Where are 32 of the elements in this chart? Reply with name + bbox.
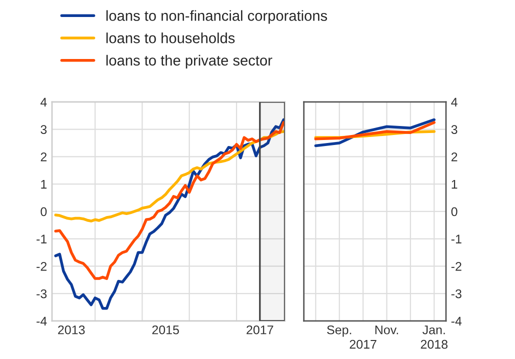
y-tick-label: -1 [36, 234, 47, 244]
legend-label: loans to households [106, 32, 235, 44]
x-tick-label: 2013 [58, 325, 85, 334]
legend-label: loans to non-financial corporations [106, 10, 328, 24]
y-tick-label: -1 [451, 234, 462, 244]
y-tick-label: -3 [36, 289, 47, 298]
x-tick-label: Nov. [375, 326, 398, 334]
y-tick-label: 0 [40, 207, 47, 216]
y-tick-label: 1 [41, 180, 47, 189]
y-tick-label: 0 [451, 207, 458, 216]
text: 2018 [420, 340, 448, 349]
x-tick-label: 2017 [246, 325, 274, 334]
y-tick-label: 3 [451, 125, 458, 134]
y-tick-label: -2 [451, 262, 462, 271]
y-tick-label: 2 [40, 152, 47, 162]
line-series [314, 118, 436, 148]
y-tick-label: 2 [451, 152, 458, 162]
line-series [314, 121, 436, 140]
y-tick-label: -4 [36, 316, 47, 326]
x-tick-label: 2015 [152, 325, 179, 334]
y-tick-label: 3 [40, 125, 47, 134]
y-tick-label: 1 [452, 180, 458, 189]
line-series [54, 121, 285, 280]
y-tick-label: -2 [36, 262, 47, 271]
x-tick-label: Jan. [422, 326, 445, 334]
x-tick-label: Sep. [327, 325, 352, 337]
y-tick-label: 4 [451, 98, 458, 106]
text: 2017 [350, 340, 376, 349]
y-tick-label: 4 [40, 98, 47, 106]
y-tick-label: -4 [451, 316, 462, 326]
y-tick-label: -3 [451, 289, 462, 298]
legend-label: loans to the private sector [106, 54, 272, 68]
